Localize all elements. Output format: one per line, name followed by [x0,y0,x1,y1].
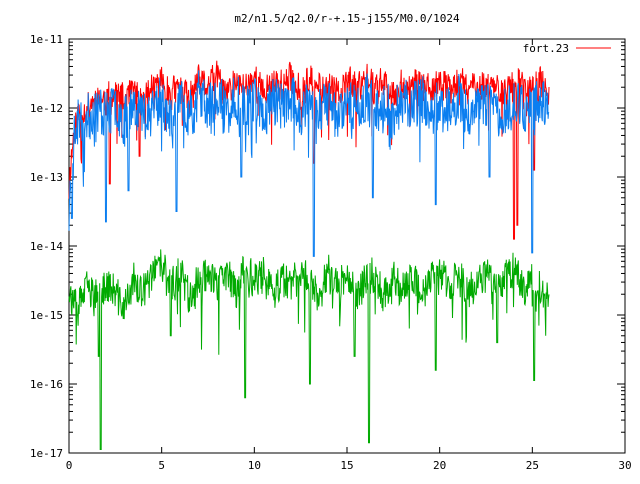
axis-ticks: 0 5 10 15 20 25 30 1e-17 1e-16 1e-15 1e-14 1e-13 1e-… [30,33,632,472]
x-tick-label: 15 [340,459,353,472]
x-tick-label: 20 [433,459,446,472]
y-tick-label: 1e-16 [30,378,63,391]
x-tick-label: 0 [66,459,73,472]
legend: fort.23 [523,42,611,55]
y-tick-label: 1e-13 [30,171,63,184]
y-tick-label: 1e-17 [30,447,63,460]
x-tick-label: 10 [248,459,261,472]
series-layer [68,60,550,450]
y-tick-label: 1e-14 [30,240,63,253]
x-tick-label: 30 [618,459,631,472]
x-tick-label: 25 [526,459,539,472]
series-line-1 [68,70,550,257]
y-tick-label: 1e-12 [30,102,63,115]
x-tick-label: 5 [158,459,165,472]
series-line-2 [68,249,550,450]
y-tick-label: 1e-11 [30,33,63,46]
y-tick-label: 1e-15 [30,309,63,322]
legend-label: fort.23 [523,42,569,55]
chart-title: m2/n1.5/q2.0/r-+.15-j155/M0.0/1024 [234,12,460,25]
